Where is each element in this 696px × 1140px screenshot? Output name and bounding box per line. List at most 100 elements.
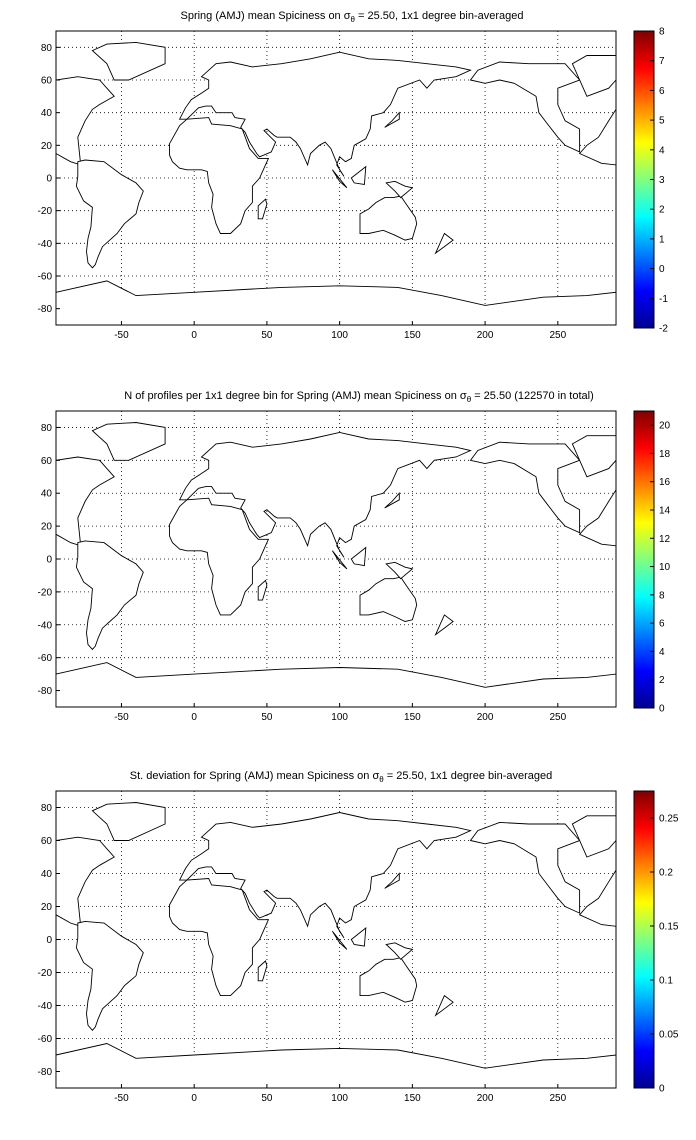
coastline: [359, 957, 418, 1003]
colorbar-tick-label: 6: [659, 86, 665, 97]
coastline: [385, 942, 414, 960]
colorbar-tick-label: 2: [659, 205, 665, 216]
coastline: [75, 920, 144, 1031]
colorbar-tick-label: 14: [659, 506, 671, 517]
coastline: [434, 614, 454, 636]
coastline: [434, 232, 454, 255]
colorbar-tick-label: 4: [659, 647, 665, 658]
coastline: [384, 492, 400, 509]
colorbar-tick-label: 8: [659, 27, 665, 38]
colorbar: [633, 410, 655, 709]
continent-outlines: [55, 422, 617, 708]
coastline: [571, 435, 617, 478]
y-tick-label: 60: [41, 836, 53, 847]
colorbar-tick-label: 10: [659, 562, 671, 573]
coastline: [359, 576, 418, 622]
coastline: [55, 662, 617, 708]
y-tick-label: -60: [38, 653, 53, 664]
coastline: [169, 878, 270, 997]
colorbar-tick-label: 0.25: [659, 814, 679, 825]
y-tick-label: 20: [41, 902, 53, 913]
colorbar-tick-label: 0: [659, 1084, 665, 1095]
colorbar-tick-label: 3: [659, 175, 665, 186]
colorbar-tick-label: 0: [659, 704, 665, 715]
chart-title: St. deviation for Spring (AMJ) mean Spic…: [130, 770, 552, 784]
colorbar-ticks: 8 7 6 5 4 3 2 1 0 -1 -2: [650, 27, 668, 335]
x-tick-label: -50: [114, 1093, 129, 1104]
colorbar-tick-label: 1: [659, 234, 665, 245]
x-tick-label: 200: [477, 330, 494, 341]
y-tick-label: 60: [41, 456, 53, 467]
chart-title: Spring (AMJ) mean Spiciness on σθ = 25.5…: [181, 10, 524, 24]
colorbar-tick-label: 0.15: [659, 922, 679, 933]
x-tick-label: 0: [191, 1093, 197, 1104]
colorbar-ticks: 0.25 0.2 0.15 0.1 0.05 0: [650, 814, 679, 1095]
coastline: [469, 441, 581, 534]
y-tick-label: 20: [41, 522, 53, 533]
colorbar-tick-label: 12: [659, 534, 671, 545]
colorbar-tick-label: 5: [659, 116, 665, 127]
colorbar-tick-label: 16: [659, 477, 671, 488]
coastline: [257, 579, 268, 601]
x-tick-label: -50: [114, 712, 129, 723]
x-tick-label: 100: [331, 712, 348, 723]
panel-mean-spiciness: Spring (AMJ) mean Spiciness on σθ = 25.5…: [38, 10, 669, 341]
coastline: [578, 868, 617, 927]
x-tick-label: 200: [477, 1093, 494, 1104]
colorbar-tick-label: 0.05: [659, 1030, 679, 1041]
x-tick-label: 150: [404, 1093, 421, 1104]
coastline: [257, 960, 268, 982]
y-tick-label: -80: [38, 686, 53, 697]
x-tick-label: 250: [549, 712, 566, 723]
colorbar-tick-label: -1: [659, 294, 668, 305]
colorbar-tick-label: 6: [659, 619, 665, 630]
coastline: [55, 1043, 617, 1089]
x-tick-label: 250: [549, 330, 566, 341]
coastline: [469, 61, 581, 153]
y-tick-label: 60: [41, 76, 53, 87]
coastline: [350, 546, 367, 567]
x-tick-label: 0: [191, 712, 197, 723]
x-tick-label: 200: [477, 712, 494, 723]
coastline: [91, 41, 166, 81]
y-tick-label: -80: [38, 1067, 53, 1078]
colorbar-tick-label: 0.1: [659, 976, 673, 987]
x-tick-label: 150: [404, 330, 421, 341]
coastline: [257, 198, 268, 220]
coastline: [75, 540, 144, 651]
coastline: [385, 561, 414, 580]
colorbar-tick-label: 20: [659, 421, 671, 432]
y-tick-label: 0: [46, 174, 52, 185]
x-tick-label: 250: [549, 1093, 566, 1104]
y-tick-label: -60: [38, 272, 53, 283]
y-tick-label: 20: [41, 141, 53, 152]
coastline: [169, 117, 270, 234]
continent-outlines: [55, 41, 617, 326]
colorbar-tick-label: -2: [659, 324, 668, 335]
colorbar-tick-label: 8: [659, 590, 665, 601]
coastline: [434, 994, 454, 1017]
chart-title: N of profiles per 1x1 degree bin for Spr…: [124, 390, 594, 404]
x-tick-label: 150: [404, 712, 421, 723]
y-tick-label: -60: [38, 1034, 53, 1045]
y-tick-label: -40: [38, 239, 53, 250]
y-tick-label: 80: [41, 423, 53, 434]
y-tick-label: -40: [38, 620, 53, 631]
panel-profile-count: N of profiles per 1x1 degree bin for Spr…: [38, 390, 671, 723]
y-tick-label: 80: [41, 803, 53, 814]
x-tick-label: 100: [331, 330, 348, 341]
y-tick-label: 0: [46, 555, 52, 566]
y-tick-label: -40: [38, 1001, 53, 1012]
y-tick-label: 40: [41, 108, 53, 119]
coastline: [571, 55, 617, 97]
continent-outlines: [55, 802, 617, 1089]
coastline: [384, 872, 400, 889]
colorbar-tick-label: 0: [659, 264, 665, 275]
colorbar-tick-label: 2: [659, 675, 665, 686]
y-tick-label: -20: [38, 206, 53, 217]
colorbar-tick-label: 7: [659, 56, 665, 67]
coastline: [55, 280, 617, 326]
